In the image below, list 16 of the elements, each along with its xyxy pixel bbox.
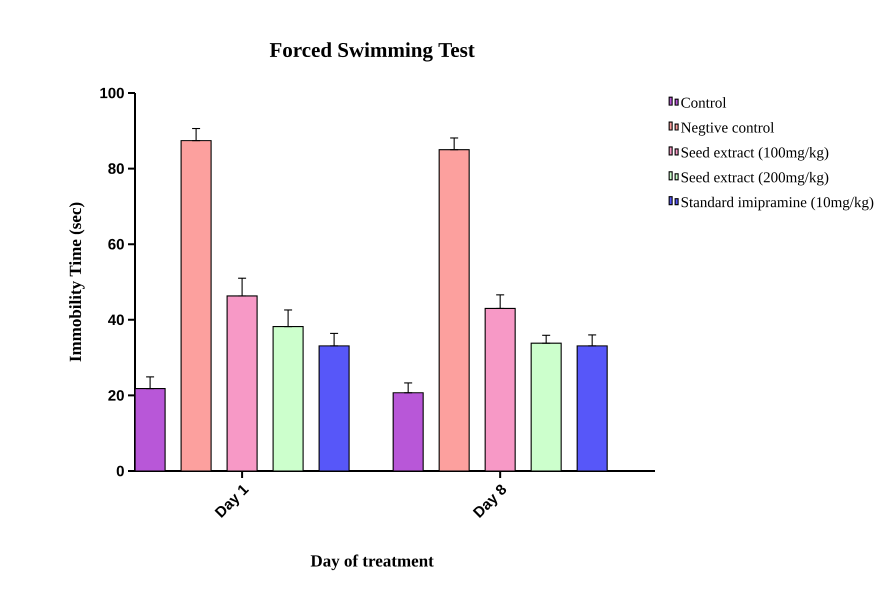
x-tick-label: Day 1 <box>214 484 250 518</box>
chart-title: Forced Swimming Test <box>270 42 475 62</box>
y-tick-label: 100 <box>100 88 124 98</box>
legend-label: Seed extract (200mg/kg) <box>682 172 828 186</box>
legend-label: Seed extract (100mg/kg) <box>682 146 828 161</box>
legend-label: Control <box>681 97 726 108</box>
x-tick-label: Day 8 <box>472 484 506 518</box>
y-tick-label: 40 <box>108 314 124 326</box>
y-tick-label: 60 <box>108 238 124 250</box>
legend-label: Standard imipramine (10mg/kg) <box>682 196 874 210</box>
y-axis-title: Immobility Time (sec) <box>69 202 85 362</box>
x-axis-title: Day of treatment <box>310 554 434 570</box>
legend-label: Negtive control <box>681 122 774 136</box>
y-tick-label: 0 <box>116 466 124 476</box>
y-tick-label: 20 <box>108 390 124 401</box>
y-tick-label: 80 <box>108 163 124 174</box>
